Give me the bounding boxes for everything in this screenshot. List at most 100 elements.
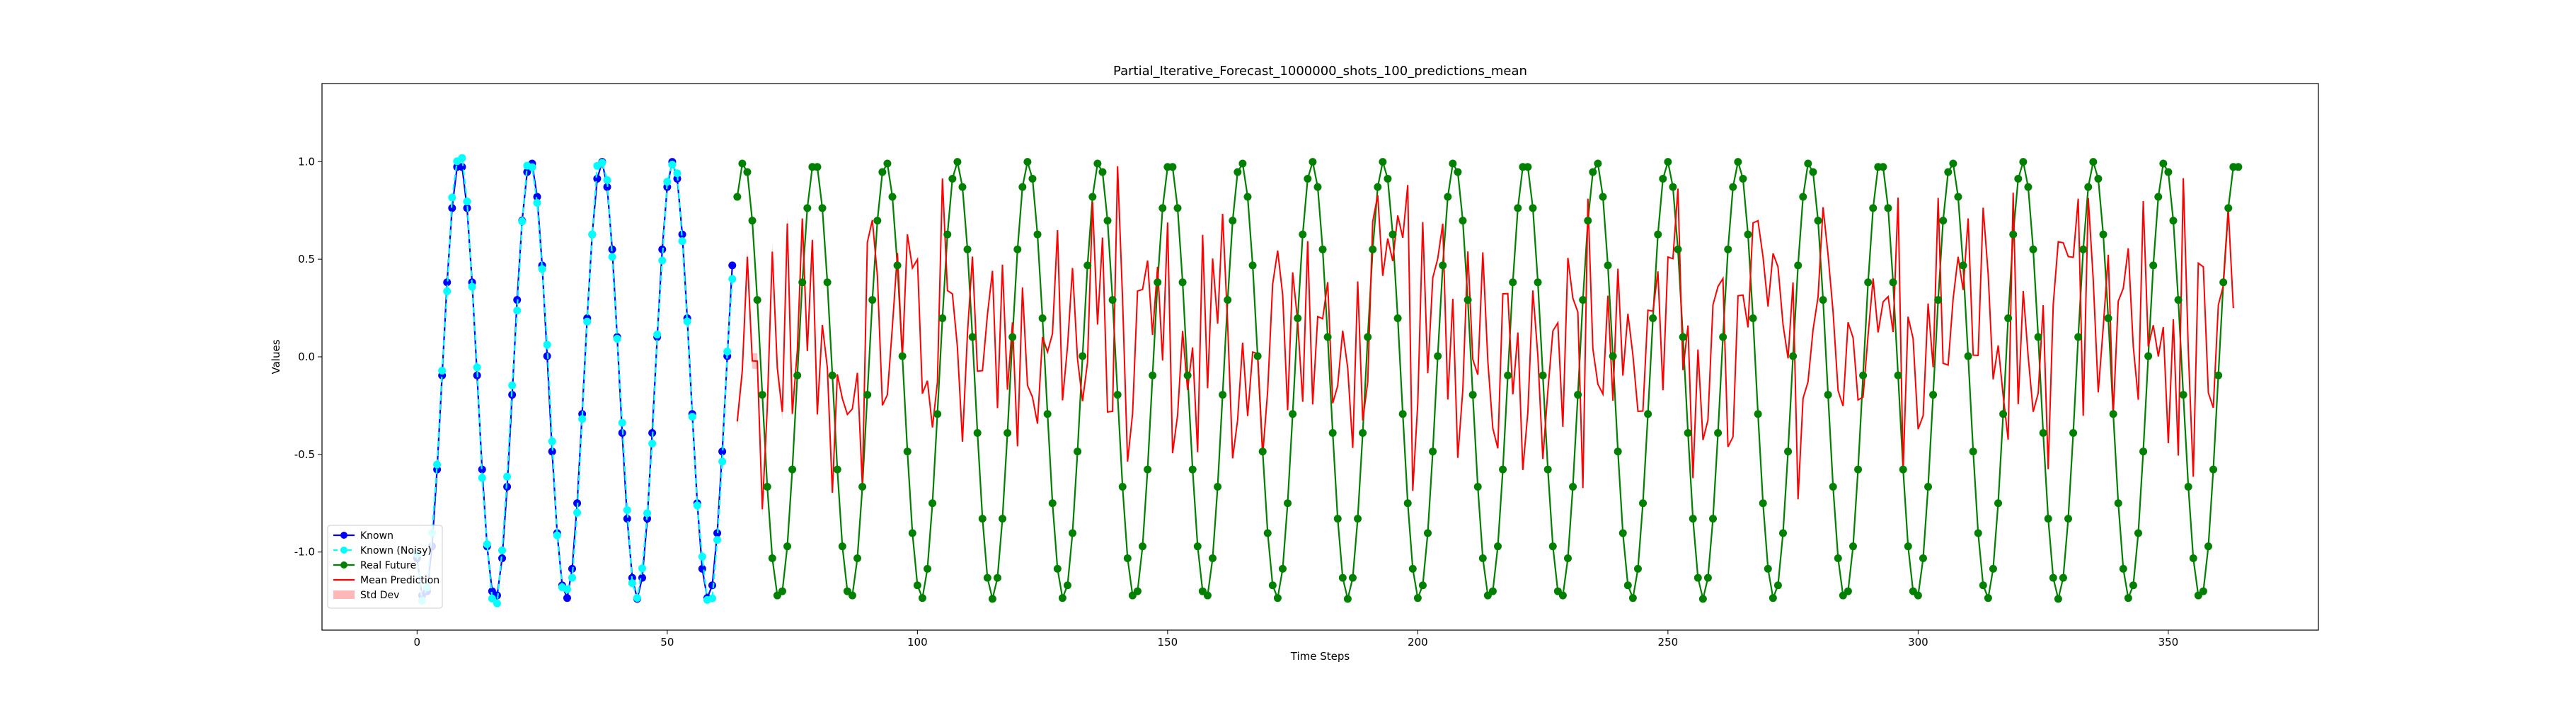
real-future-point [933, 410, 942, 418]
real-future-point [1144, 465, 1152, 474]
real-future-point [868, 296, 877, 304]
real-future-point [2154, 193, 2163, 201]
real-future-point [2164, 168, 2173, 176]
real-future-point [1989, 564, 1997, 573]
known-noisy-point [663, 178, 672, 186]
known-noisy-point [573, 508, 582, 517]
real-future-point [743, 168, 752, 176]
real-future-point [863, 391, 872, 399]
legend-swatch-marker [340, 561, 347, 569]
real-future-point [1208, 554, 1217, 563]
known-point [623, 515, 631, 523]
real-future-point [1609, 352, 1617, 360]
real-future-point [1309, 158, 1317, 166]
real-future-point [1318, 245, 1327, 253]
known-noisy-point [433, 460, 442, 469]
y-tick-label: 1.0 [298, 155, 315, 168]
real-future-point [1869, 204, 1878, 212]
real-future-point [1854, 465, 1863, 474]
real-future-point [1633, 564, 1642, 573]
chart-title: Partial_Iterative_Forecast_1000000_shots… [1113, 64, 1527, 79]
real-future-point [1924, 483, 1933, 491]
real-future-point [1994, 499, 2003, 508]
real-future-point [1388, 230, 1397, 239]
real-future-point [943, 230, 952, 239]
real-future-point [1969, 447, 1977, 456]
real-future-point [1543, 465, 1552, 474]
known-noisy-point [588, 230, 597, 239]
real-future-point [1959, 261, 1967, 270]
real-future-point [778, 587, 786, 595]
real-future-point [1829, 483, 1837, 491]
real-future-point [1999, 410, 2008, 418]
real-future-point [1539, 371, 1547, 379]
real-future-point [1118, 483, 1127, 491]
real-future-point [953, 158, 962, 166]
known-noisy-point [543, 341, 551, 349]
real-future-point [888, 193, 897, 201]
real-future-point [1974, 529, 1982, 537]
real-future-point [1243, 193, 1252, 201]
known-noisy-point [688, 413, 696, 421]
real-future-point [1584, 217, 1592, 225]
x-axis-label: Time Steps [1290, 650, 1350, 663]
real-future-point [1229, 217, 1237, 225]
real-future-point [1834, 554, 1842, 563]
real-future-point [1108, 296, 1117, 304]
y-axis-label: Values [270, 339, 282, 374]
real-future-point [1509, 278, 1517, 287]
real-future-point [2189, 554, 2197, 563]
known-noisy-point [528, 163, 536, 171]
real-future-point [1689, 515, 1697, 523]
x-tick-label: 50 [660, 636, 674, 649]
known-noisy-point [443, 287, 452, 295]
real-future-point [1284, 499, 1292, 508]
real-future-point [2144, 352, 2153, 360]
real-future-point [938, 314, 947, 322]
real-future-point [2039, 428, 2047, 437]
real-future-point [1709, 515, 1718, 523]
real-future-point [878, 168, 887, 176]
real-future-point [1354, 515, 1362, 523]
real-future-point [1524, 163, 1532, 171]
real-future-point [2004, 314, 2013, 322]
real-future-point [1278, 564, 1287, 573]
real-future-point [1178, 278, 1187, 287]
real-future-point [1744, 230, 1752, 239]
known-noisy-point [578, 415, 587, 423]
real-future-point [1224, 296, 1232, 304]
real-future-point [2019, 158, 2028, 166]
real-future-point [1444, 193, 1452, 201]
real-future-point [768, 554, 776, 563]
known-noisy-point [658, 256, 667, 265]
real-future-point [1238, 159, 1247, 168]
known-noisy-point [513, 307, 522, 315]
known-point [728, 261, 737, 270]
y-tick-label: 0.0 [298, 350, 315, 363]
real-future-point [1038, 314, 1047, 322]
x-tick-label: 250 [1658, 636, 1679, 649]
real-future-point [1193, 542, 1202, 551]
real-future-point [1158, 204, 1167, 212]
legend-entry-label: Mean Prediction [360, 575, 439, 586]
real-future-point [798, 278, 807, 287]
known-noisy-point [708, 594, 716, 603]
real-future-point [2059, 573, 2067, 582]
known-noisy-point [643, 509, 652, 518]
real-future-point [1328, 428, 1337, 437]
real-future-point [1724, 245, 1732, 253]
real-future-point [1459, 217, 1467, 225]
real-future-point [1664, 158, 1672, 166]
real-future-point [1778, 529, 1787, 537]
real-future-point [1844, 587, 1852, 595]
real-future-point [1304, 174, 1312, 183]
real-future-point [1604, 261, 1612, 270]
real-future-point [1848, 542, 1857, 551]
known-point [713, 529, 722, 537]
real-future-point [1434, 352, 1442, 360]
real-future-point [833, 465, 841, 474]
real-future-point [908, 529, 916, 537]
real-future-point [2124, 594, 2132, 603]
known-noisy-point [728, 275, 737, 283]
legend-entry-label: Known (Noisy) [360, 545, 432, 556]
